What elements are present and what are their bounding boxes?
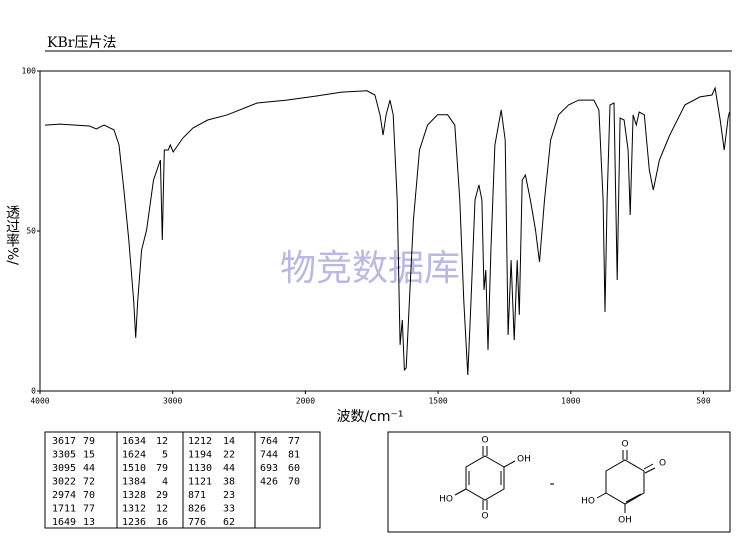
y-tick-label: 0 [31, 387, 36, 396]
peak-transmittance: 22 [223, 450, 235, 461]
peak-wavenumber: 3617 [52, 436, 76, 447]
peak-wavenumber: 1384 [122, 477, 146, 488]
peak-wavenumber: 3095 [52, 463, 76, 474]
peak-wavenumber: 1510 [122, 463, 146, 474]
peak-transmittance: 33 [223, 504, 235, 515]
peak-transmittance: 13 [83, 517, 95, 528]
y-axis-label: 透过率%/ [4, 205, 20, 265]
peak-wavenumber: 826 [188, 504, 206, 515]
peak-wavenumber: 426 [260, 477, 278, 488]
peak-wavenumber: 776 [188, 517, 206, 528]
peak-transmittance: 70 [288, 477, 300, 488]
atom-label: O [481, 512, 488, 522]
x-tick-label: 1000 [561, 397, 580, 406]
peak-transmittance: 81 [288, 450, 300, 461]
x-tick-label: 3000 [163, 397, 182, 406]
structure-frame [387, 431, 731, 533]
peak-wavenumber: 1236 [122, 517, 146, 528]
atom-label: OH [618, 516, 632, 526]
atom-label: HO [439, 495, 453, 505]
separator: - [549, 476, 554, 492]
peak-transmittance: 14 [223, 436, 235, 447]
peak-transmittance: 77 [288, 436, 300, 447]
structure-1 [454, 446, 516, 510]
atom-label: HO [581, 497, 595, 507]
x-axis-label: 波数/cm⁻¹ [336, 409, 403, 425]
peak-transmittance: 77 [83, 504, 95, 515]
chart-title: KBr压片法 [47, 35, 116, 51]
peak-wavenumber: 2974 [52, 490, 76, 501]
peak-transmittance: 5 [162, 450, 168, 461]
peak-wavenumber: 1312 [122, 504, 146, 515]
x-tick-label: 2000 [296, 397, 315, 406]
peak-transmittance: 38 [223, 477, 235, 488]
peak-wavenumber: 744 [260, 450, 278, 461]
peak-wavenumber: 1328 [122, 490, 146, 501]
peak-transmittance: 29 [156, 490, 168, 501]
peak-wavenumber: 1130 [188, 463, 212, 474]
peak-transmittance: 15 [83, 450, 95, 461]
peak-wavenumber: 1121 [188, 477, 212, 488]
peak-transmittance: 12 [156, 504, 168, 515]
peak-wavenumber: 3305 [52, 450, 76, 461]
peak-wavenumber: 1711 [52, 504, 76, 515]
atom-label: O [659, 459, 666, 469]
x-tick-label: 4000 [30, 397, 49, 406]
peak-transmittance: 79 [156, 463, 168, 474]
peak-transmittance: 44 [223, 463, 235, 474]
peak-wavenumber: 1212 [188, 436, 212, 447]
spectrum-line [44, 86, 730, 376]
atom-label: O [621, 440, 628, 450]
x-tick-label: 500 [696, 397, 711, 406]
peak-transmittance: 44 [83, 463, 95, 474]
peak-wavenumber: 764 [260, 436, 278, 447]
structure-2 [596, 450, 656, 513]
peak-wavenumber: 693 [260, 463, 278, 474]
x-tick-label: 1500 [428, 397, 447, 406]
peak-wavenumber: 871 [188, 490, 206, 501]
peak-transmittance: 16 [156, 517, 168, 528]
peak-wavenumber: 1634 [122, 436, 146, 447]
peak-transmittance: 62 [223, 517, 235, 528]
peak-wavenumber: 1649 [52, 517, 76, 528]
y-tick-label: 50 [26, 227, 36, 236]
y-tick-label: 100 [22, 67, 37, 76]
atom-label: OH [517, 455, 531, 465]
atom-label: O [481, 436, 488, 446]
peak-transmittance: 72 [83, 477, 95, 488]
peak-transmittance: 60 [288, 463, 300, 474]
peak-wavenumber: 1194 [188, 450, 212, 461]
peak-transmittance: 23 [223, 490, 235, 501]
peak-wavenumber: 1624 [122, 450, 146, 461]
peak-transmittance: 79 [83, 436, 95, 447]
peak-transmittance: 12 [156, 436, 168, 447]
peak-transmittance: 70 [83, 490, 95, 501]
peak-transmittance: 4 [162, 477, 168, 488]
watermark: 物竞数据库 [280, 248, 460, 289]
peak-wavenumber: 3022 [52, 477, 76, 488]
